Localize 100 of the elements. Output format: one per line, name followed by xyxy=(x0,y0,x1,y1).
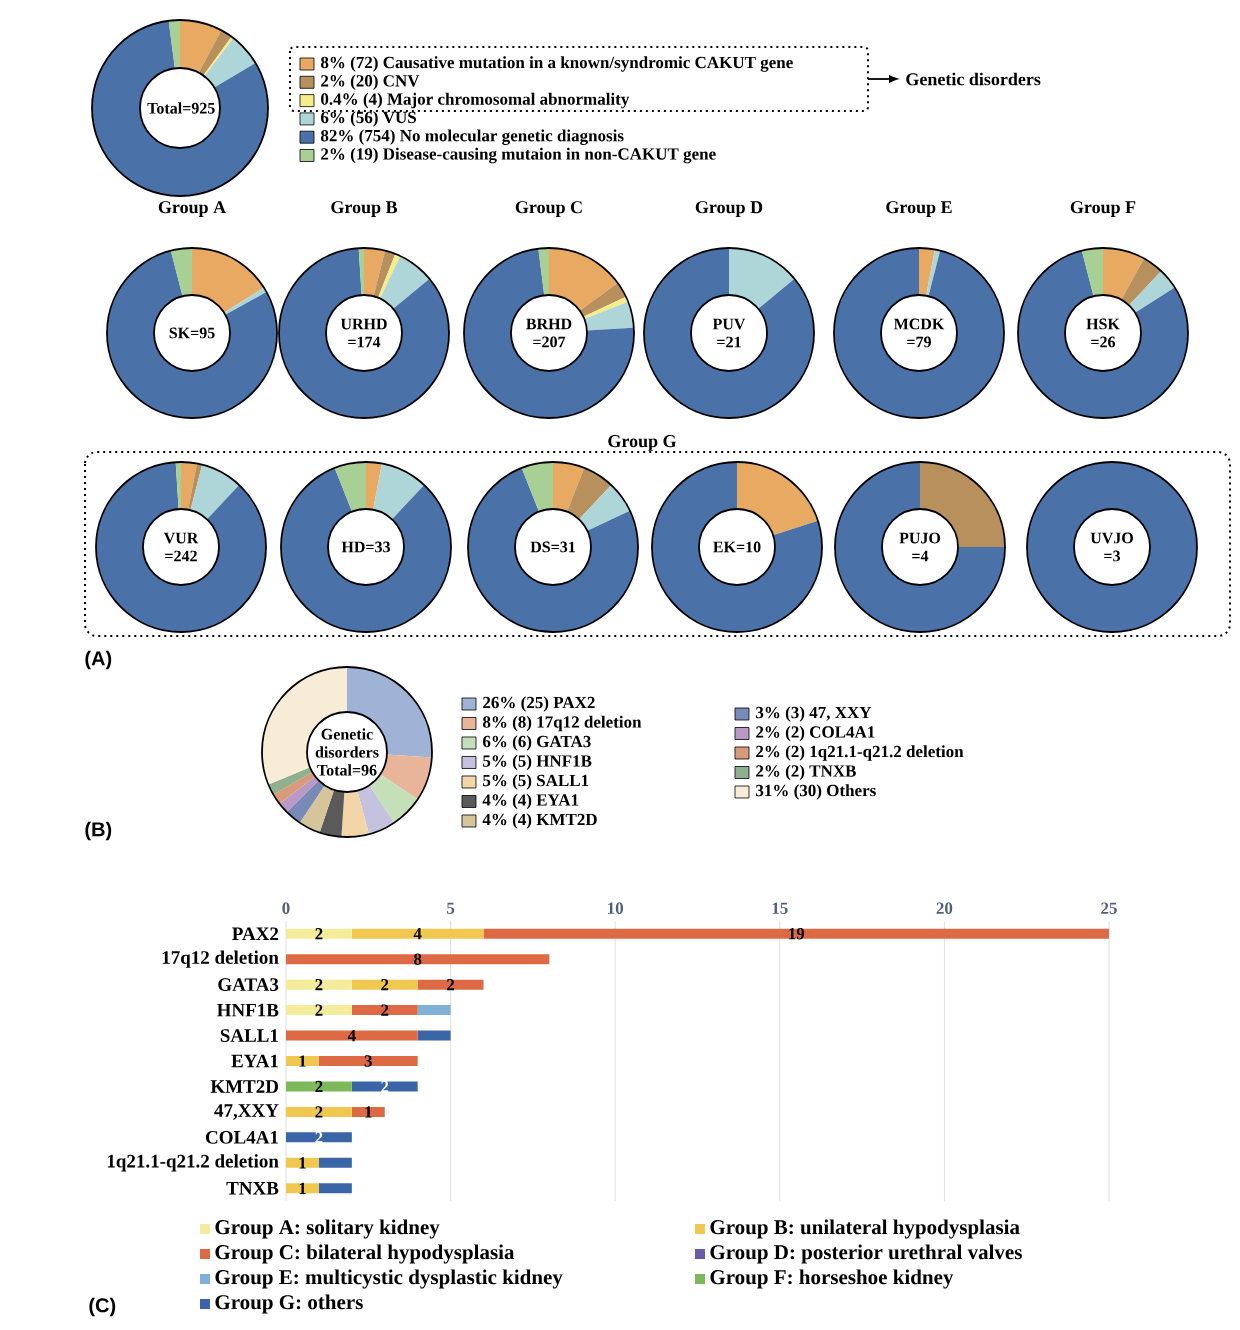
data-label: 2 xyxy=(315,1131,323,1143)
legend-label: 82% (754) No molecular genetic diagnosis xyxy=(320,129,624,145)
legend-label: 8% (8) 17q12 deletion xyxy=(482,715,642,732)
data-label: 4 xyxy=(347,1029,356,1042)
bar xyxy=(417,1005,451,1016)
text: (C) xyxy=(89,1297,116,1317)
data-label: 8 xyxy=(414,953,422,965)
legend-label: 4% (4) KMT2D xyxy=(482,813,597,829)
legend-label: 5% (5) HNF1B xyxy=(483,754,592,771)
y-tick-label: SALL1 xyxy=(220,1029,278,1042)
text: MCDK =79 xyxy=(893,318,945,348)
legend-label: Group C: bilateral hypodysplasia xyxy=(215,1244,515,1264)
bar xyxy=(351,1081,418,1092)
data-label: 2 xyxy=(315,928,323,940)
legend-label: Group A: solitary kidney xyxy=(215,1219,440,1239)
text: UVJO =3 xyxy=(1090,532,1133,562)
text: (B) xyxy=(85,821,112,841)
bar xyxy=(286,1106,352,1117)
y-tick-label: EYA1 xyxy=(231,1054,278,1068)
bar xyxy=(286,1081,352,1092)
bar xyxy=(483,928,1109,939)
x-tick-label: 10 xyxy=(608,902,624,914)
bar xyxy=(351,979,418,990)
data-label: 1 xyxy=(299,1055,306,1067)
legend-label: 2% (2) 1q21.1-q21.2 deletion xyxy=(756,745,964,761)
y-tick-label: HNF1B xyxy=(216,1003,279,1017)
text: VUR =242 xyxy=(163,532,199,562)
bar xyxy=(286,1157,319,1168)
chart-title: Group C xyxy=(515,201,582,217)
bar xyxy=(286,1132,352,1143)
y-tick-label: 47,XXY xyxy=(214,1104,279,1120)
legend-label: Group F: horseshoe kidney xyxy=(710,1269,954,1289)
y-tick-label: GATA3 xyxy=(218,978,279,992)
bar xyxy=(351,928,484,939)
y-tick-label: COL4A1 xyxy=(205,1130,278,1144)
legend-label: 3% (3) 47, XXY xyxy=(756,706,872,722)
legend-label: 6% (6) GATA3 xyxy=(483,735,591,751)
x-tick-label: 5 xyxy=(447,902,455,914)
legend-label: Group E: multicystic dysplastic kidney xyxy=(215,1269,563,1289)
bar xyxy=(286,1056,319,1066)
y-tick-label: 17q12 deletion xyxy=(162,950,279,968)
legend-label: 2% (2) TNXB xyxy=(756,764,856,781)
chart-title: Group F xyxy=(1070,201,1136,217)
text: URHD =174 xyxy=(340,318,387,348)
bar xyxy=(286,928,352,939)
bar xyxy=(318,1157,352,1168)
legend-label: 2% (2) COL4A1 xyxy=(756,725,875,742)
legend-label: 2% (19) Disease-causing mutaion in non-CAKUT gene xyxy=(321,147,716,164)
text: Group G xyxy=(608,435,677,451)
text: HD=33 xyxy=(341,541,391,553)
text: SK=95 xyxy=(169,327,215,339)
chart-title: Group A xyxy=(158,201,226,217)
text: HSK =26 xyxy=(1086,318,1120,348)
y-tick-label: TNXB xyxy=(226,1182,279,1195)
text: DS=31 xyxy=(530,541,575,553)
y-tick-label: PAX2 xyxy=(232,927,279,941)
data-label: 2 xyxy=(381,979,389,991)
y-tick-label: KMT2D xyxy=(210,1080,279,1093)
data-label: 2 xyxy=(447,979,455,991)
text: BRHD =207 xyxy=(526,318,572,348)
legend-label: 2% (20) CNV xyxy=(321,74,420,90)
chart-title: Group D xyxy=(695,201,763,217)
data-label: 2 xyxy=(315,1106,323,1118)
data-label: 19 xyxy=(789,928,805,940)
bar xyxy=(286,979,352,990)
data-label: 2 xyxy=(315,979,323,991)
data-label: 3 xyxy=(364,1055,372,1067)
bar xyxy=(417,979,484,990)
data-label: 2 xyxy=(381,1080,389,1093)
data-label: 2 xyxy=(381,1004,389,1016)
chart-title: Group B xyxy=(331,201,398,217)
text: PUV =21 xyxy=(712,318,746,348)
legend-label: 4% (4) EYA1 xyxy=(482,793,579,810)
data-label: 4 xyxy=(413,928,422,940)
text: Genetic disorders xyxy=(906,72,1041,86)
bar xyxy=(286,1183,319,1194)
data-label: 2 xyxy=(315,1080,323,1093)
bar xyxy=(286,954,550,965)
chart-title: Group E xyxy=(886,201,952,217)
text: EK=10 xyxy=(713,541,761,553)
legend-label: Group B: unilateral hypodysplasia xyxy=(710,1219,1020,1239)
legend-label: Group D: posterior urethral valves xyxy=(710,1244,1022,1264)
legend-label: 5% (5) SALL1 xyxy=(483,774,589,790)
x-tick-label: 0 xyxy=(282,902,290,914)
data-label: 2 xyxy=(315,1004,323,1016)
legend-label: Group G: others xyxy=(215,1294,363,1314)
bar xyxy=(351,1005,418,1016)
x-tick-label: 20 xyxy=(936,902,953,914)
text: (A) xyxy=(85,650,112,670)
bar xyxy=(318,1056,418,1066)
legend-label: 26% (25) PAX2 xyxy=(483,696,595,712)
legend-label: 6% (56) VUS xyxy=(321,111,416,127)
data-label: 1 xyxy=(299,1182,306,1194)
legend-label: 8% (72) Causative mutation in a known/syndromic CAKUT gene xyxy=(320,56,793,72)
x-tick-label: 15 xyxy=(772,902,788,914)
bar xyxy=(351,1106,385,1117)
bar xyxy=(286,1005,352,1016)
bar xyxy=(318,1183,352,1194)
legend-label: 31% (30) Others xyxy=(756,784,876,800)
bar xyxy=(417,1030,451,1041)
